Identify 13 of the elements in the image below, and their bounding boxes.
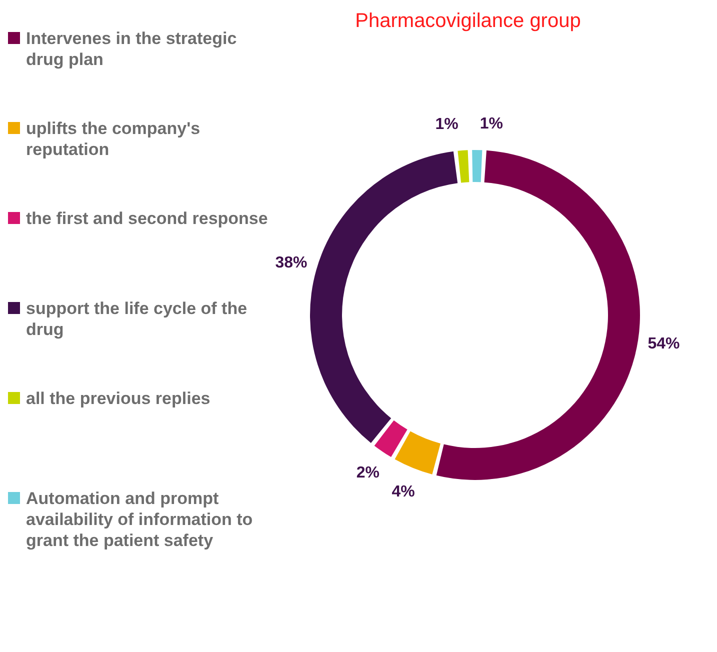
legend-label: all the previous replies (26, 388, 210, 409)
legend-label: support the life cycle of the drug (26, 298, 248, 340)
legend-label: Automation and prompt availability of information to grant the patient safety (26, 488, 254, 551)
legend-label: the first and second response (26, 208, 268, 229)
data-label: 4% (392, 484, 415, 501)
data-label: 1% (435, 116, 458, 134)
data-label: 2% (356, 464, 380, 482)
legend-label: Intervenes in the strategic drug plan (26, 28, 238, 70)
data-label: 54% (648, 336, 680, 353)
legend-label: uplifts the company's reputation (26, 118, 202, 160)
chart-title: Pharmacovigilance group (354, 10, 582, 33)
data-label: 38% (275, 254, 308, 272)
data-label: 1% (480, 116, 504, 133)
